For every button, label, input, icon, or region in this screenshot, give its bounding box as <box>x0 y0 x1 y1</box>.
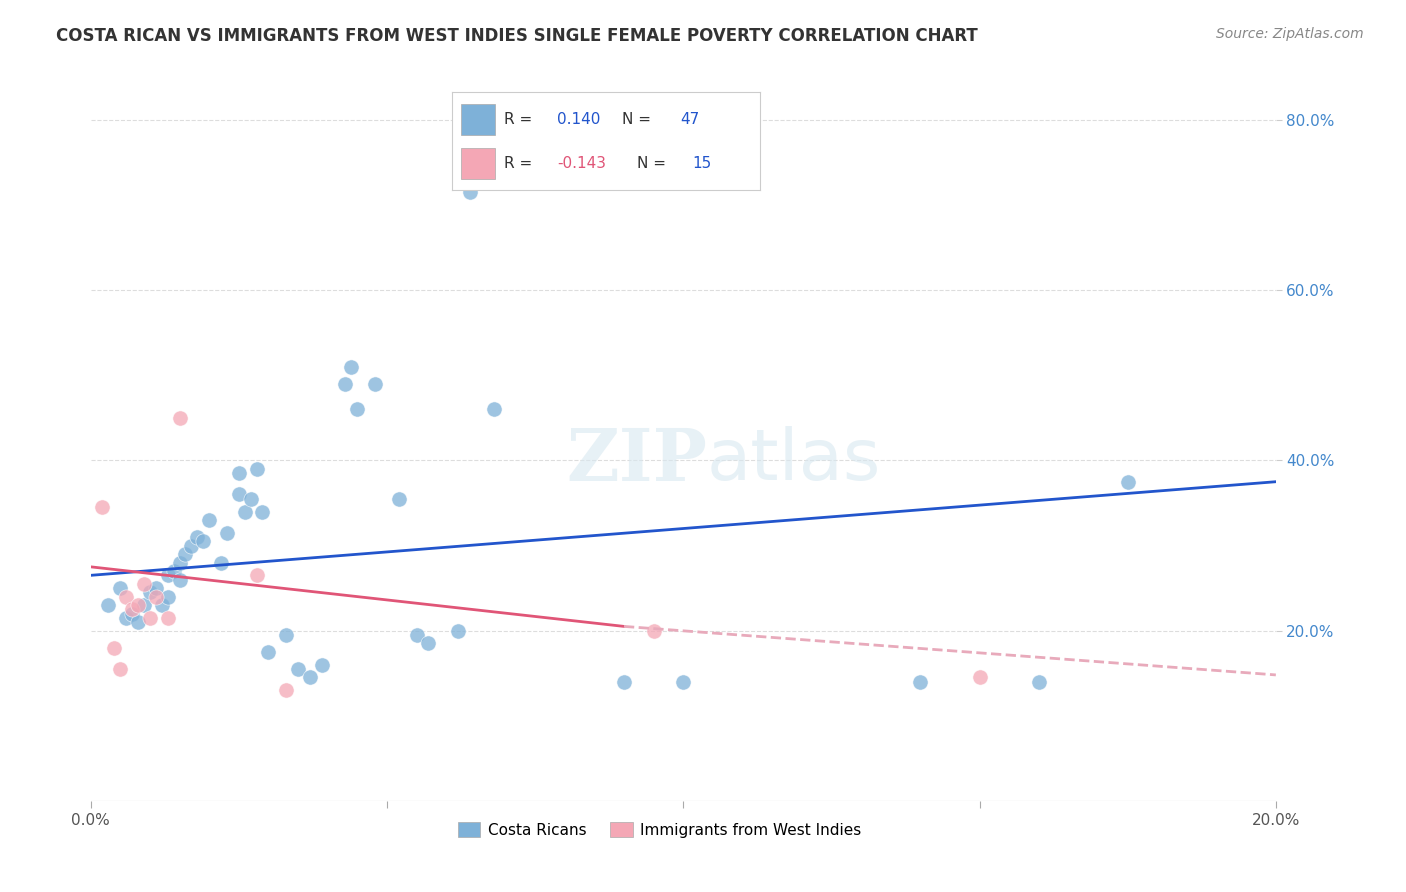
Point <box>298 670 321 684</box>
Point <box>340 359 363 374</box>
Point <box>209 556 232 570</box>
Point <box>276 683 298 698</box>
Point <box>215 525 238 540</box>
Point <box>198 513 221 527</box>
Point <box>110 581 132 595</box>
Text: atlas: atlas <box>707 426 882 495</box>
Point <box>121 607 143 621</box>
Point <box>252 504 274 518</box>
Point <box>156 590 179 604</box>
Point <box>311 657 333 672</box>
Point <box>335 376 357 391</box>
Point <box>418 636 440 650</box>
Point <box>169 556 191 570</box>
Point <box>239 491 262 506</box>
Text: COSTA RICAN VS IMMIGRANTS FROM WEST INDIES SINGLE FEMALE POVERTY CORRELATION CHA: COSTA RICAN VS IMMIGRANTS FROM WEST INDI… <box>56 27 979 45</box>
Point <box>1028 674 1050 689</box>
Point <box>193 534 215 549</box>
Point <box>257 645 280 659</box>
Point <box>103 640 125 655</box>
Point <box>245 568 267 582</box>
Point <box>969 670 991 684</box>
Point <box>156 568 179 582</box>
Point <box>145 581 167 595</box>
Point <box>186 530 208 544</box>
Point <box>132 598 155 612</box>
Point <box>121 602 143 616</box>
Point <box>132 577 155 591</box>
Point <box>1116 475 1139 489</box>
Point <box>115 611 138 625</box>
Point <box>228 466 250 480</box>
Point <box>613 674 636 689</box>
Point <box>162 564 184 578</box>
Point <box>115 590 138 604</box>
Point <box>364 376 387 391</box>
Point <box>110 662 132 676</box>
Point <box>482 402 505 417</box>
Point <box>447 624 470 638</box>
Point <box>287 662 309 676</box>
Point <box>672 674 695 689</box>
Point <box>346 402 368 417</box>
Text: ZIP: ZIP <box>567 425 707 496</box>
Point <box>139 585 162 599</box>
Point <box>169 410 191 425</box>
Point <box>150 598 173 612</box>
Point <box>97 598 120 612</box>
Legend: Costa Ricans, Immigrants from West Indies: Costa Ricans, Immigrants from West Indie… <box>451 815 868 844</box>
Point <box>228 487 250 501</box>
Point <box>245 462 267 476</box>
Point <box>127 598 149 612</box>
Point <box>910 674 932 689</box>
Point <box>145 590 167 604</box>
Point <box>169 573 191 587</box>
Point <box>458 186 481 200</box>
Point <box>233 504 256 518</box>
Point <box>127 615 149 629</box>
Point <box>405 628 427 642</box>
Point <box>643 624 665 638</box>
Point <box>276 628 298 642</box>
Point <box>156 611 179 625</box>
Point <box>91 500 114 515</box>
Point <box>180 539 202 553</box>
Point <box>174 547 197 561</box>
Point <box>388 491 411 506</box>
Point <box>139 611 162 625</box>
Text: Source: ZipAtlas.com: Source: ZipAtlas.com <box>1216 27 1364 41</box>
